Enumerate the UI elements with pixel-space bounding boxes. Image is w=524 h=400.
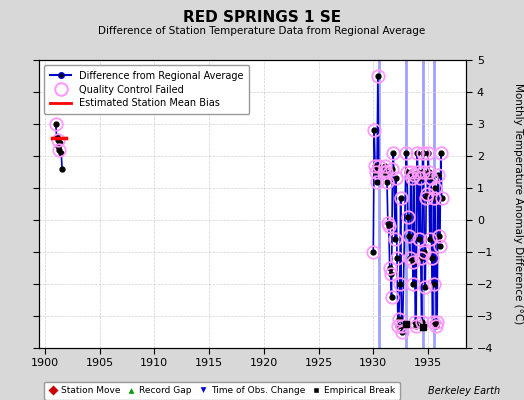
Legend: Station Move, Record Gap, Time of Obs. Change, Empirical Break: Station Move, Record Gap, Time of Obs. C… (44, 382, 400, 400)
Y-axis label: Monthly Temperature Anomaly Difference (°C): Monthly Temperature Anomaly Difference (… (512, 83, 523, 325)
Text: Difference of Station Temperature Data from Regional Average: Difference of Station Temperature Data f… (99, 26, 425, 36)
Text: Berkeley Earth: Berkeley Earth (428, 386, 500, 396)
Text: RED SPRINGS 1 SE: RED SPRINGS 1 SE (183, 10, 341, 25)
